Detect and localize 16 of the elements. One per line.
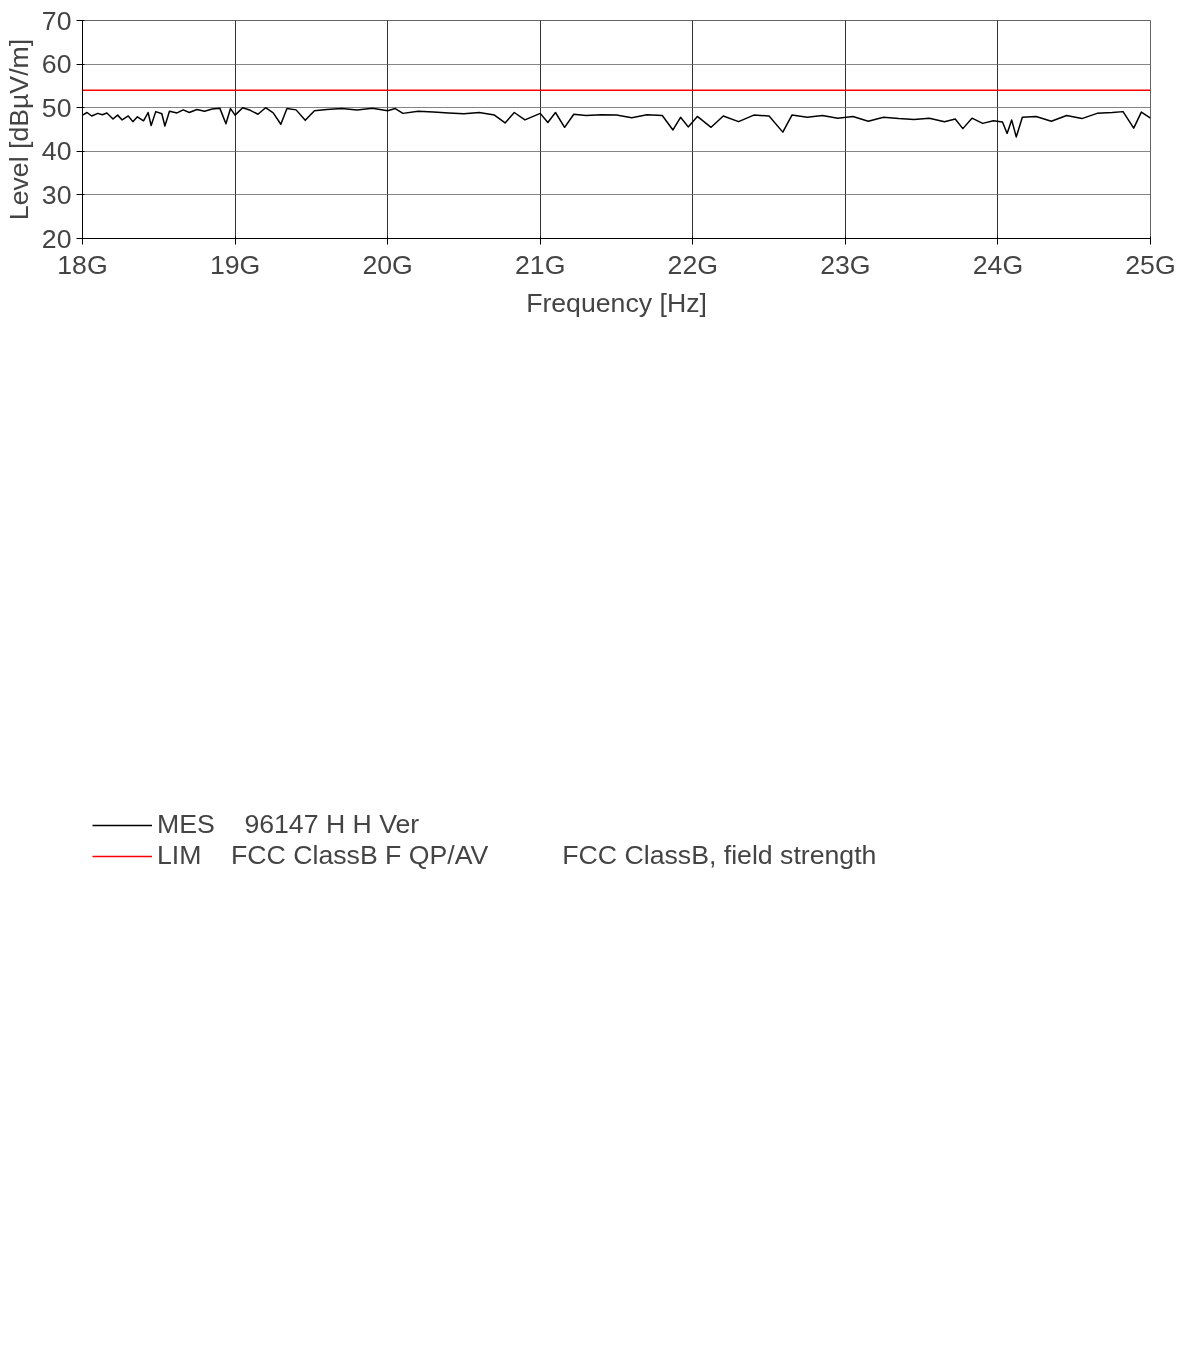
y-tick-label: 50 xyxy=(41,92,72,123)
y-tick-label: 70 xyxy=(41,5,72,36)
x-axis-title: Frequency [Hz] xyxy=(526,287,707,318)
x-tick-label: 20G xyxy=(362,249,413,280)
legend-label: MES 96147 H H Ver xyxy=(157,809,420,840)
y-tick-label: 40 xyxy=(41,136,72,167)
x-tick-label: 25G xyxy=(1125,249,1176,280)
y-axis-title: Level [dBµV/m] xyxy=(3,38,34,221)
x-tick-label: 23G xyxy=(820,249,871,280)
x-tick-label: 21G xyxy=(515,249,566,280)
y-tick-label: 30 xyxy=(41,179,72,210)
x-tick-label: 19G xyxy=(209,249,261,280)
x-tick-label: 24G xyxy=(972,249,1024,280)
y-tick-label: 60 xyxy=(41,49,72,80)
x-tick-label: 22G xyxy=(667,249,718,280)
legend-label: LIM FCC ClassB F QP/AV FCC ClassB, field strength xyxy=(157,840,877,871)
